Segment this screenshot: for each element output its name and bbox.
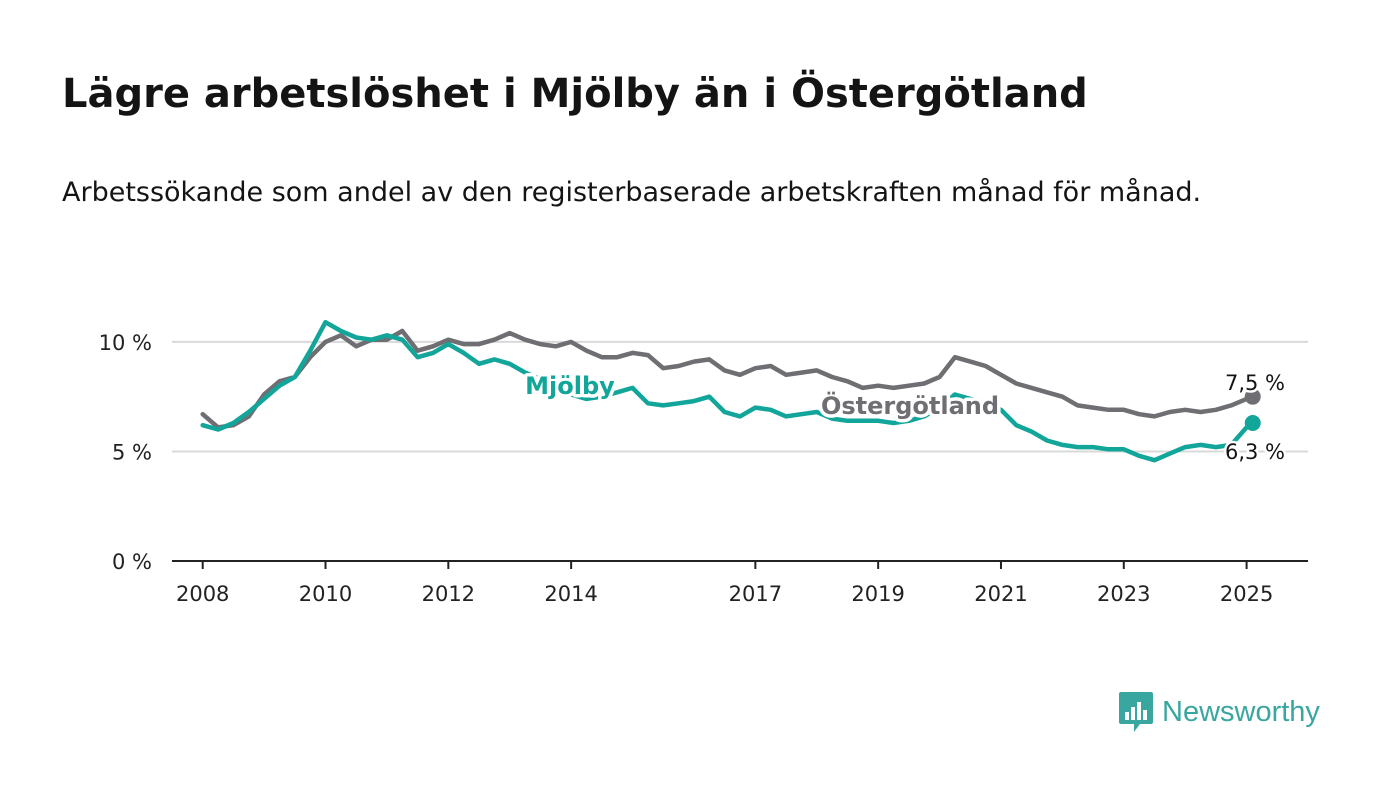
x-tick-label: 2019 — [851, 582, 904, 606]
series-end-value-label: 7,5 % — [1225, 371, 1285, 395]
chart-title: Lägre arbetslöshet i Mjölby än i Östergö… — [62, 71, 1088, 117]
x-tick-label: 2014 — [544, 582, 597, 606]
series-end-value-label: 6,3 % — [1225, 440, 1285, 464]
y-tick-label: 10 % — [99, 331, 152, 355]
series-name-label: Mjölby — [525, 372, 615, 400]
x-tick-label: 2021 — [974, 582, 1027, 606]
bar-chart-speech-bubble-icon — [1119, 692, 1153, 732]
y-tick-label: 5 % — [112, 440, 152, 464]
axes: 0 % 5 % 10 % 2008 2010 2012 2014 2017 2019 2021 20… — [99, 331, 1308, 606]
x-tick-label: 2010 — [299, 582, 352, 606]
gridlines — [172, 340, 1308, 453]
series-end-point — [1244, 414, 1261, 431]
series-line-mjolby — [200, 319, 1255, 463]
x-tick-label: 2025 — [1220, 582, 1273, 606]
x-tick-label: 2012 — [422, 582, 475, 606]
series-name-label: Östergötland — [821, 390, 999, 420]
brand-name: Newsworthy — [1162, 695, 1320, 728]
series-end-point — [1244, 388, 1261, 405]
series-lines — [200, 319, 1261, 463]
y-tick-label: 0 % — [112, 550, 152, 574]
series-labels: Östergötland Mjölby 7,5 % 6,3 % — [522, 369, 1288, 467]
x-tick-label: 2008 — [176, 582, 229, 606]
chart-subtitle: Arbetssökande som andel av den registerb… — [62, 177, 1202, 208]
x-tick-label: 2017 — [729, 582, 782, 606]
x-tick-label: 2023 — [1097, 582, 1150, 606]
newsworthy-logo: Newsworthy — [1118, 690, 1320, 734]
